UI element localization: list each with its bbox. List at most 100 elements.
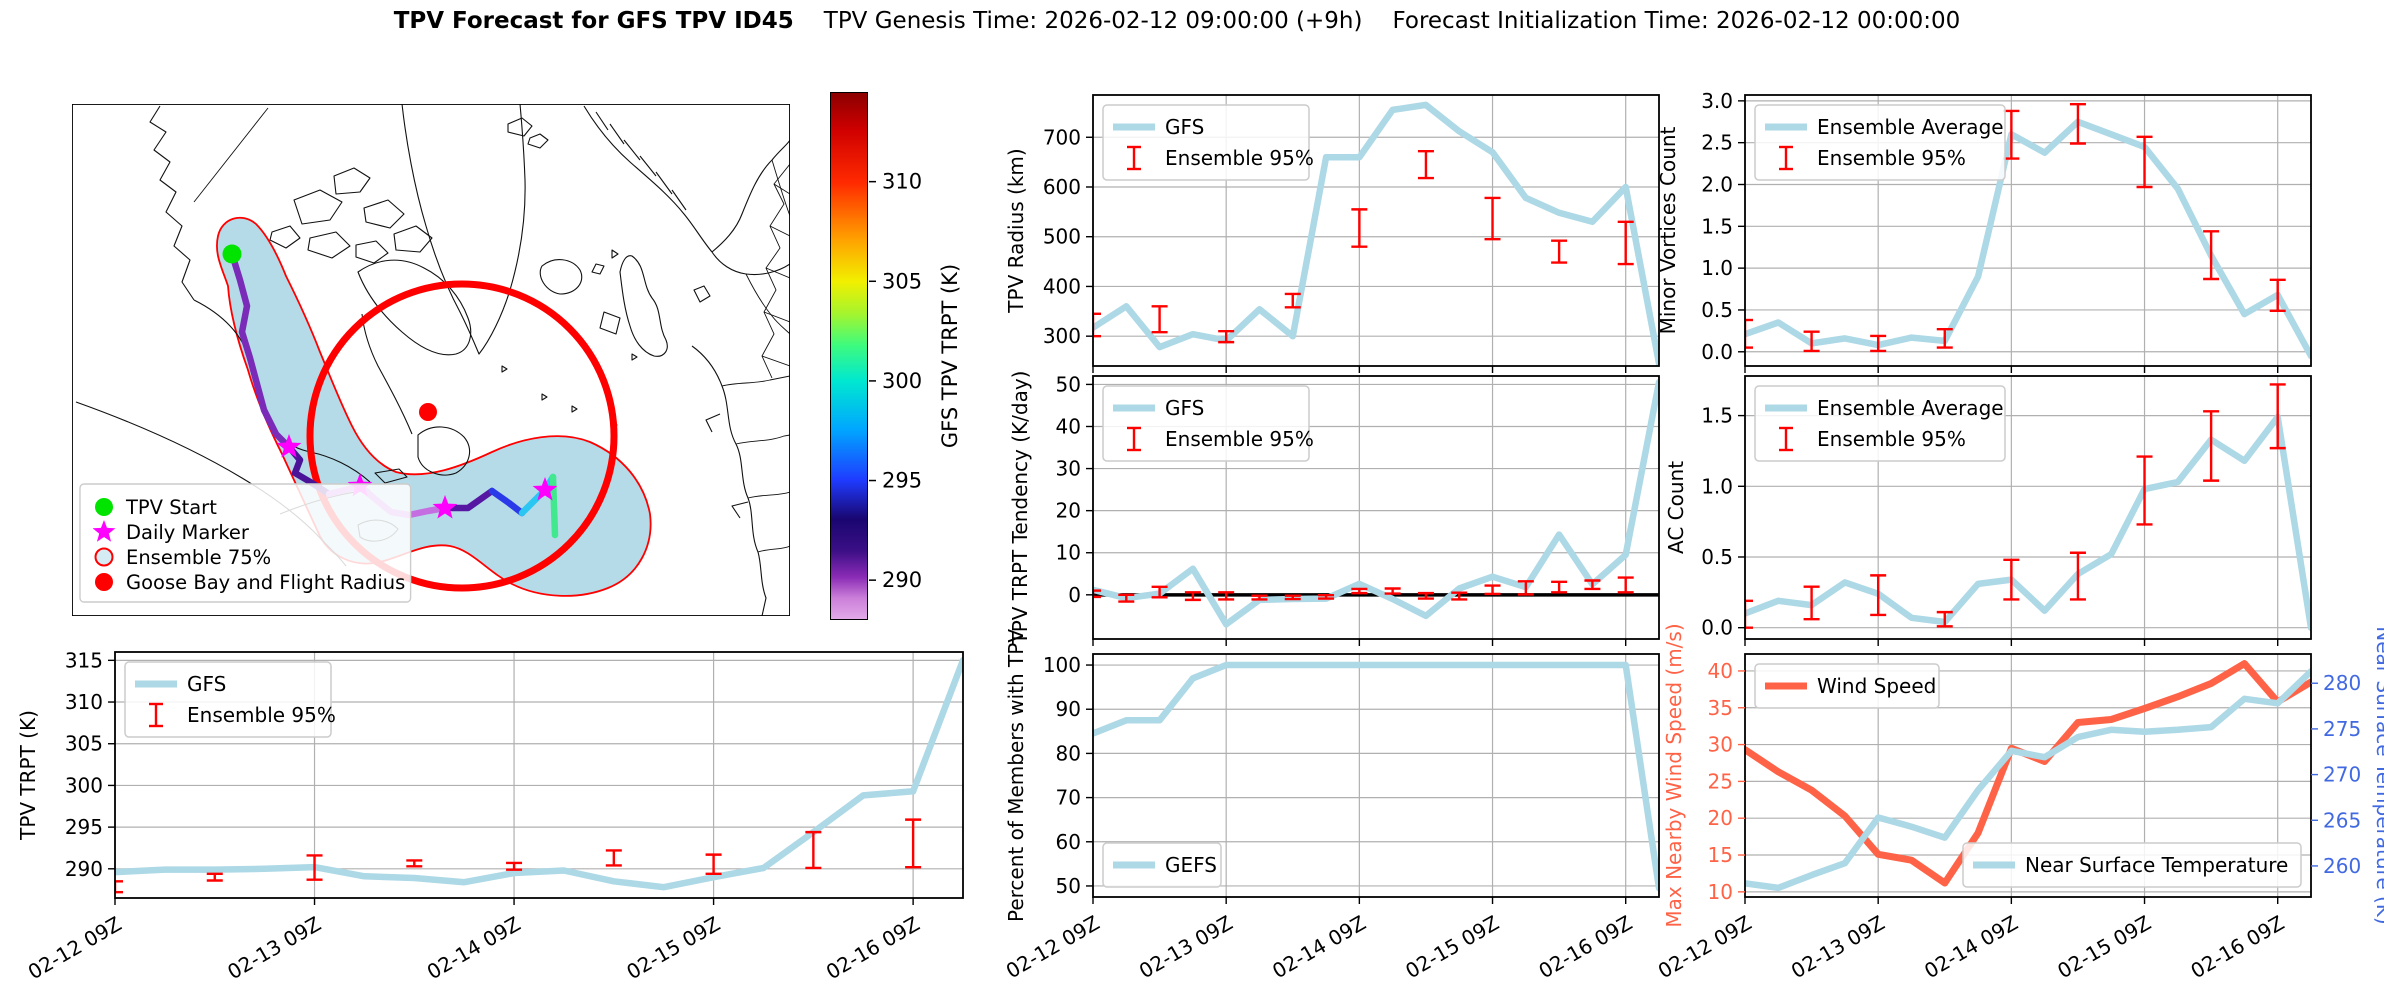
y-tick-label: 1.0: [1701, 474, 1733, 498]
y-tick-label: 2.5: [1701, 131, 1733, 155]
colorbar-label: GFS TPV TRPT (K): [938, 264, 962, 448]
daily-marker-star: [276, 434, 302, 458]
series-gfs: [1093, 379, 1659, 628]
y-tick-label: 80: [1056, 741, 1081, 765]
percent-members-plot: 02-12 09Z 02-13 09Z 02-14 09Z 02-15 09Z 02-1…: [1002, 629, 1660, 982]
map-legend-label: Ensemble 75%: [126, 546, 271, 569]
legend-label: Ensemble 95%: [1165, 146, 1314, 170]
map-legend-label: TPV Start: [125, 496, 217, 519]
y-axis-left: 50 60 70 80 90 100: [1043, 653, 1093, 898]
x-axis: [1092, 639, 1627, 646]
y-tick-label: 700: [1043, 125, 1081, 149]
y-tick-label: 0.5: [1701, 545, 1733, 569]
series-gfs: [115, 657, 963, 891]
x-tick-label: 02-14 09Z: [1268, 911, 1370, 982]
x-tick-label: 02-15 09Z: [622, 912, 724, 982]
colorbar-tick-label: 295: [882, 469, 922, 493]
legend-label: Ensemble Average: [1817, 396, 2004, 420]
y-tick-label: 35: [1708, 696, 1733, 720]
tpv-trpt-chart: 02-12 09Z 02-13 09Z 02-14 09Z 02-15 09Z 02-1…: [16, 648, 964, 982]
axes-frame: [1092, 375, 1660, 640]
y-tick-label: 2.0: [1701, 172, 1733, 196]
y-tick-label: 315: [65, 648, 103, 672]
legend: GEFS: [1102, 842, 1222, 888]
x-tick-label: 02-15 09Z: [1401, 911, 1503, 982]
trpt-colorbar: [830, 92, 868, 620]
y-tick-label: 1.5: [1701, 404, 1733, 428]
y-axis-label: Minor Vortices Count: [1656, 126, 1680, 334]
x-tick-label: 02-13 09Z: [1135, 911, 1237, 982]
tpv-radius-plot: 300 400 500 600 700 TPV Radius (km) GFS Ensembl…: [1004, 94, 1660, 373]
series-near-surface-temperature: [1745, 668, 2311, 892]
series-ensemble-average: [1745, 118, 2311, 360]
y-tick-label: 290: [65, 857, 103, 881]
y-tick-label: 30: [1708, 733, 1733, 757]
y-tick-label: 310: [65, 690, 103, 714]
y-axis-left: 290 295 300 305 310 315: [65, 648, 115, 881]
title-main: TPV Forecast for GFS TPV ID45: [393, 8, 794, 34]
legend-label: GEFS: [1165, 853, 1217, 877]
y-tick-label-right: 280: [2323, 671, 2361, 695]
x-axis: [1744, 366, 2279, 373]
legend: GFS Ensemble 95%: [1102, 385, 1314, 462]
percent-members-chart: 02-12 09Z 02-13 09Z 02-14 09Z 02-15 09Z 02-1…: [1002, 629, 1660, 982]
x-axis: [1092, 366, 1627, 373]
x-axis: 02-12 09Z 02-13 09Z 02-14 09Z 02-15 09Z 02-1…: [24, 898, 924, 982]
legend: Ensemble Average Ensemble 95%: [1754, 104, 2006, 181]
y-axis-right: 260 265 270 275 280: [2311, 671, 2361, 878]
y-tick-label: 10: [1056, 541, 1081, 565]
trpt-tendency-plot: 0 10 20 30 40 50 TPV TRPT Tendency (K/day) GFS E…: [1008, 371, 1660, 646]
y-tick-label: 50: [1056, 874, 1081, 898]
trpt-tendency-chart: 0 10 20 30 40 50 TPV TRPT Tendency (K/day) GFS E…: [1008, 371, 1660, 646]
minor-vortices-plot: 0.0 0.5 1.0 1.5 2.0 2.5 3.0 Minor Vortices Coun…: [1656, 89, 2312, 373]
y-tick-label: 100: [1043, 653, 1081, 677]
y-tick-label: 60: [1056, 830, 1081, 854]
y-axis-left: 0.0 0.5 1.0 1.5 2.0 2.5 3.0: [1701, 89, 1745, 364]
legend-label: Near Surface Temperature: [2025, 853, 2288, 877]
colorbar-tick-label: 290: [882, 568, 922, 592]
legend-label: GFS: [187, 672, 226, 696]
series-gefs: [1093, 661, 1659, 892]
legend-label: Wind Speed: [1817, 674, 1936, 698]
y-tick-label: 70: [1056, 786, 1081, 810]
tpv-track-map-panel: TPV Start Daily Marker Ensemble 75% Goose B…: [71, 103, 791, 617]
y-tick-label-right: 260: [2323, 854, 2361, 878]
y-tick-label: 40: [1708, 659, 1733, 683]
y-tick-label: 600: [1043, 175, 1081, 199]
title-genesis-time: TPV Genesis Time: 2026-02-12 09:00:00 (+…: [823, 8, 1363, 34]
legend-label: Ensemble Average: [1817, 115, 2004, 139]
y-axis-label: TPV Radius (km): [1004, 148, 1028, 313]
coastlines: [75, 103, 791, 617]
map-legend-label: Goose Bay and Flight Radius: [126, 571, 405, 594]
y-axis-label: Max Nearby Wind Speed (m/s): [1662, 623, 1686, 927]
x-tick-label: 02-16 09Z: [2186, 911, 2288, 982]
y-axis-left: 300 400 500 600 700: [1043, 125, 1093, 348]
colorbar-tick-label: 300: [882, 369, 922, 393]
legend: GFS Ensemble 95%: [1102, 104, 1314, 181]
ensemble-errorbars: [115, 818, 922, 894]
series-gfs: [1093, 101, 1659, 366]
title-init-time: Forecast Initialization Time: 2026-02-12…: [1392, 8, 1961, 34]
y-tick-label: 40: [1056, 414, 1081, 438]
axes-frame: [114, 651, 964, 899]
axes-frame: [1744, 653, 2312, 898]
y-tick-label: 20: [1056, 499, 1081, 523]
axes-frame: [1744, 94, 2312, 367]
axes-frame: [1744, 375, 2312, 640]
legend: Near Surface Temperature: [1962, 842, 2302, 888]
ensemble-errorbars: [1745, 103, 2286, 353]
ensemble-errorbars: [1093, 149, 1634, 344]
y-tick-label: 400: [1043, 274, 1081, 298]
x-axis: 02-12 09Z 02-13 09Z 02-14 09Z 02-15 09Z 02-1…: [1654, 897, 2288, 982]
daily-marker-star: [432, 495, 458, 519]
y-tick-label: 0.0: [1701, 340, 1733, 364]
y-axis-label: TPV TRPT (K): [16, 710, 40, 841]
y-axis-label: TPV TRPT Tendency (K/day): [1008, 371, 1032, 646]
flight-radius-circle: [306, 280, 618, 592]
minor-vortices-chart: 0.0 0.5 1.0 1.5 2.0 2.5 3.0 Minor Vortices Coun…: [1656, 89, 2312, 373]
x-tick-label: 02-16 09Z: [1534, 911, 1636, 982]
y-tick-label: 90: [1056, 697, 1081, 721]
